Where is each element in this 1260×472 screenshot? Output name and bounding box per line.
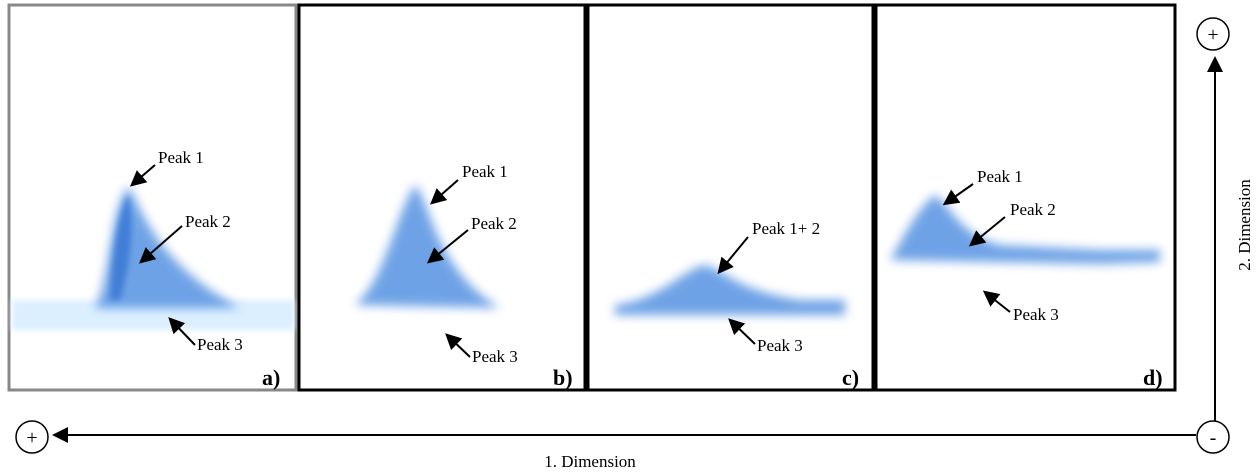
panel-c: Peak 1+ 2 Peak 3 c) [586, 3, 875, 392]
panel-label: a) [262, 365, 280, 390]
peak-label: Peak 2 [1010, 200, 1056, 219]
peak-label: Peak 2 [185, 212, 231, 231]
minus-sign: - [1210, 427, 1217, 449]
panel-d: Peak 1 Peak 2 Peak 3 d) [874, 3, 1177, 392]
peak-label: Peak 1+ 2 [752, 219, 820, 238]
axis-label: 1. Dimension [544, 452, 636, 471]
peak-label: Peak 2 [471, 214, 517, 233]
peak-label: Peak 1 [462, 162, 508, 181]
panel-label: d) [1143, 365, 1163, 390]
panel-label: c) [842, 365, 859, 390]
plus-sign: + [26, 427, 37, 449]
peak-label: Peak 3 [757, 336, 803, 355]
panel-b: Peak 1 Peak 2 Peak 3 b) [297, 3, 587, 392]
axes: + 2. Dimension - + 1. Dimension [15, 17, 1254, 471]
peak-label: Peak 1 [977, 167, 1023, 186]
plus-sign: + [1207, 24, 1218, 46]
axis-label: 2. Dimension [1235, 179, 1254, 271]
panel-a: Peak 1 Peak 2 Peak 3 a) [7, 3, 298, 392]
peak-label: Peak 3 [1013, 305, 1059, 324]
peak-label: Peak 3 [197, 335, 243, 354]
peak-label: Peak 1 [158, 148, 204, 167]
panel-label: b) [553, 365, 573, 390]
peak-label: Peak 3 [472, 347, 518, 366]
